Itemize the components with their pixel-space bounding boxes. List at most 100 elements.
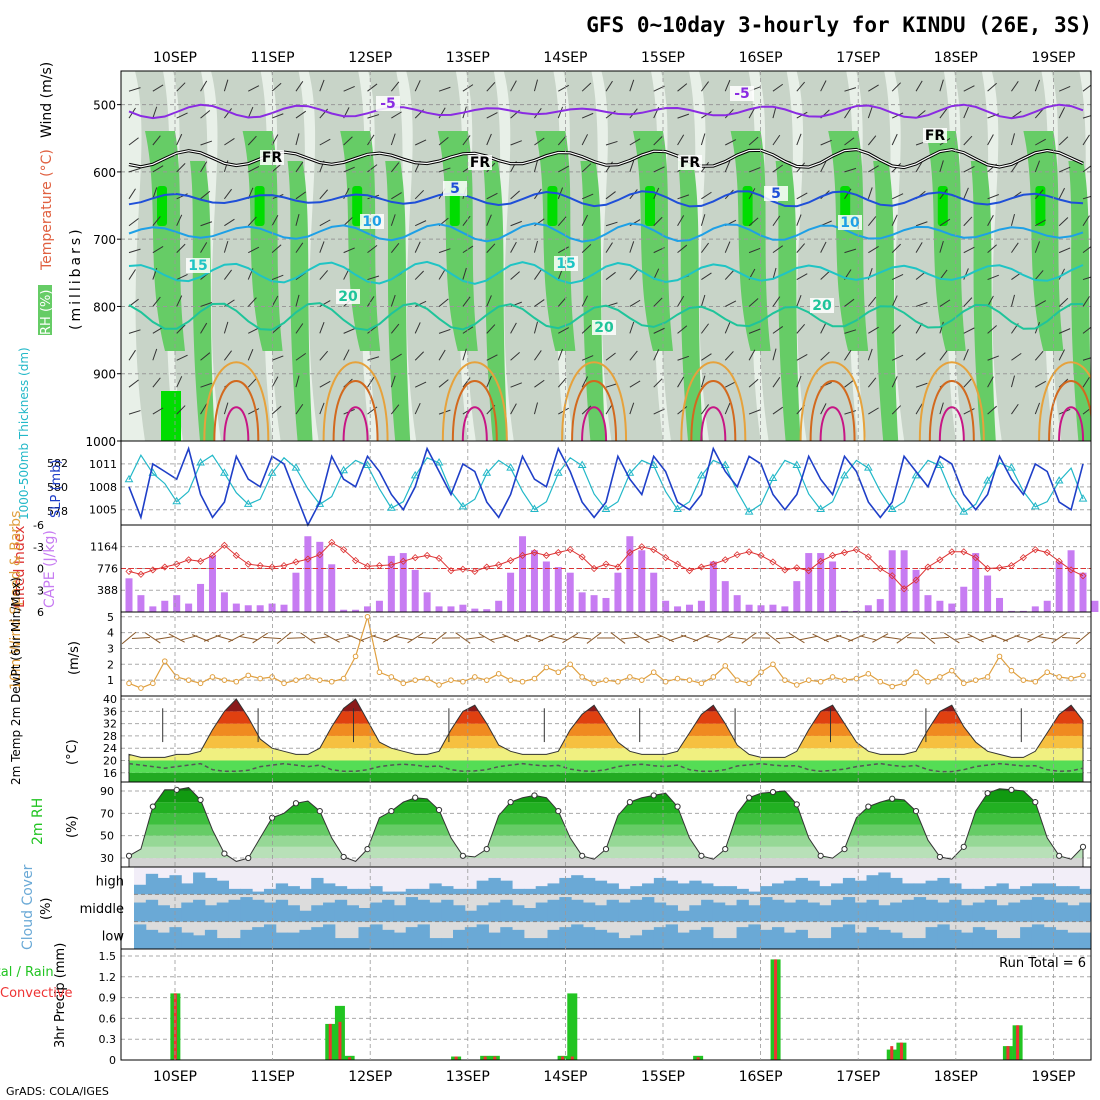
wind-barb <box>248 408 260 415</box>
cloud-bar <box>795 929 808 949</box>
wind10-marker <box>400 680 407 687</box>
cloud-bar <box>890 932 903 949</box>
li-marker <box>363 562 372 570</box>
wind10-marker <box>472 674 478 680</box>
cloud-bar <box>287 886 300 895</box>
wind-barb <box>271 82 282 92</box>
cloud-bar <box>642 897 655 922</box>
cape-bar <box>554 567 562 612</box>
wind-barb <box>200 322 208 334</box>
wind-barb <box>820 322 827 334</box>
cloud-bar <box>547 883 560 895</box>
wind-barb <box>295 191 307 200</box>
rh-marker <box>793 801 800 808</box>
cape-bar <box>602 597 610 612</box>
li-marker <box>948 548 956 556</box>
wind-barb <box>128 87 141 92</box>
li-marker <box>709 560 717 568</box>
wind-barb <box>390 242 400 253</box>
wind-barb <box>462 215 471 227</box>
cape-bar <box>435 606 443 612</box>
wind-barb <box>200 302 213 307</box>
warm-loop <box>1058 406 1085 441</box>
date-label-top: 12SEP <box>348 50 392 66</box>
wind-barb <box>319 270 329 280</box>
cloud-bar <box>240 888 253 895</box>
cloud-bar <box>878 872 891 895</box>
wind-barb <box>700 375 706 388</box>
cloud-bar <box>370 924 383 949</box>
thickness-marker <box>1007 463 1016 471</box>
date-label-top: 16SEP <box>739 50 783 66</box>
wind-barb <box>510 190 520 200</box>
cape-bar <box>304 536 312 612</box>
cloud-bar <box>476 880 489 895</box>
rh-tick-label: 70 <box>100 807 114 820</box>
wind10-marker <box>996 653 1003 660</box>
wind-barb <box>987 274 999 281</box>
wind-barb <box>367 325 378 334</box>
wind-barb <box>820 403 827 415</box>
wind-barb <box>223 108 232 119</box>
wind-barb <box>176 273 188 280</box>
cross-section-fill: -5 -5 FR FR FR FR 5 5 10 10 15 15 20 20 20 <box>121 71 1091 441</box>
wind-barb <box>200 352 211 361</box>
li-marker <box>292 558 300 566</box>
wind-barb <box>700 294 706 307</box>
wind-barb <box>248 246 260 254</box>
pressure-tick-label: 700 <box>93 233 116 247</box>
wind-barb <box>247 378 257 388</box>
li-marker <box>196 557 205 565</box>
cape-bar <box>662 600 670 612</box>
wind-barb <box>295 242 304 253</box>
wind10-barb <box>967 633 984 643</box>
wind10-marker <box>519 678 526 685</box>
cape-bar <box>1079 572 1087 612</box>
wind-barb <box>176 295 183 307</box>
wind-barb <box>1058 166 1071 173</box>
wind-barb <box>510 322 517 334</box>
isotherm-label: 20 <box>594 320 614 336</box>
cape-bar <box>387 555 395 612</box>
wind10-barb <box>300 632 316 644</box>
wind-barb <box>939 299 951 307</box>
wind10-barb <box>775 636 794 640</box>
thickness-marker <box>124 474 134 483</box>
wind-barb <box>891 273 904 280</box>
wind-barb <box>391 192 402 200</box>
rh-bright-cell <box>157 186 167 226</box>
wind-barb <box>963 216 973 227</box>
wind-barb <box>1058 107 1066 119</box>
wind-barb <box>867 348 873 361</box>
wind10-barb <box>418 636 437 640</box>
cloud-bar <box>807 880 820 895</box>
wind10-marker <box>591 680 597 687</box>
wind-barb <box>868 245 879 254</box>
wind-barb <box>796 375 802 388</box>
isotherm-label: 15 <box>556 256 575 272</box>
wind-barb <box>915 271 926 280</box>
temp-tick-label: 28 <box>103 730 117 743</box>
wind-barb <box>390 162 400 173</box>
cloud-bar <box>193 935 206 949</box>
cape-bar <box>137 595 145 612</box>
warm-loop <box>799 361 866 441</box>
cloud-bar <box>417 888 430 895</box>
wind10-barb <box>930 636 949 640</box>
wind10-marker <box>1032 678 1039 685</box>
rh-marker <box>1032 799 1039 806</box>
wind10-barb <box>573 636 592 640</box>
cloud-bar <box>949 883 962 895</box>
wind-barb <box>844 410 857 415</box>
wind10-barb <box>1062 637 1081 639</box>
wind-barb <box>796 353 808 361</box>
wind-barb <box>772 164 784 173</box>
li-marker <box>972 554 980 562</box>
rh-bright-cell <box>547 186 558 226</box>
cape-bar <box>864 605 872 612</box>
cloud-bar <box>689 880 702 895</box>
cloud-bar <box>653 902 667 922</box>
wind-barb <box>1011 81 1019 92</box>
cloud-bar <box>665 880 678 895</box>
cloud-bar <box>712 938 726 949</box>
